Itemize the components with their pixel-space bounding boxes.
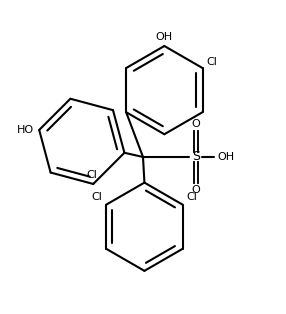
Text: Cl: Cl [186, 192, 197, 203]
Text: Cl: Cl [86, 170, 97, 180]
Text: O: O [191, 119, 200, 129]
Text: S: S [192, 150, 200, 164]
Text: Cl: Cl [206, 57, 217, 67]
Text: Cl: Cl [91, 192, 102, 203]
Text: OH: OH [217, 152, 234, 162]
Text: HO: HO [17, 125, 34, 135]
Text: O: O [191, 185, 200, 195]
Text: OH: OH [156, 32, 173, 42]
